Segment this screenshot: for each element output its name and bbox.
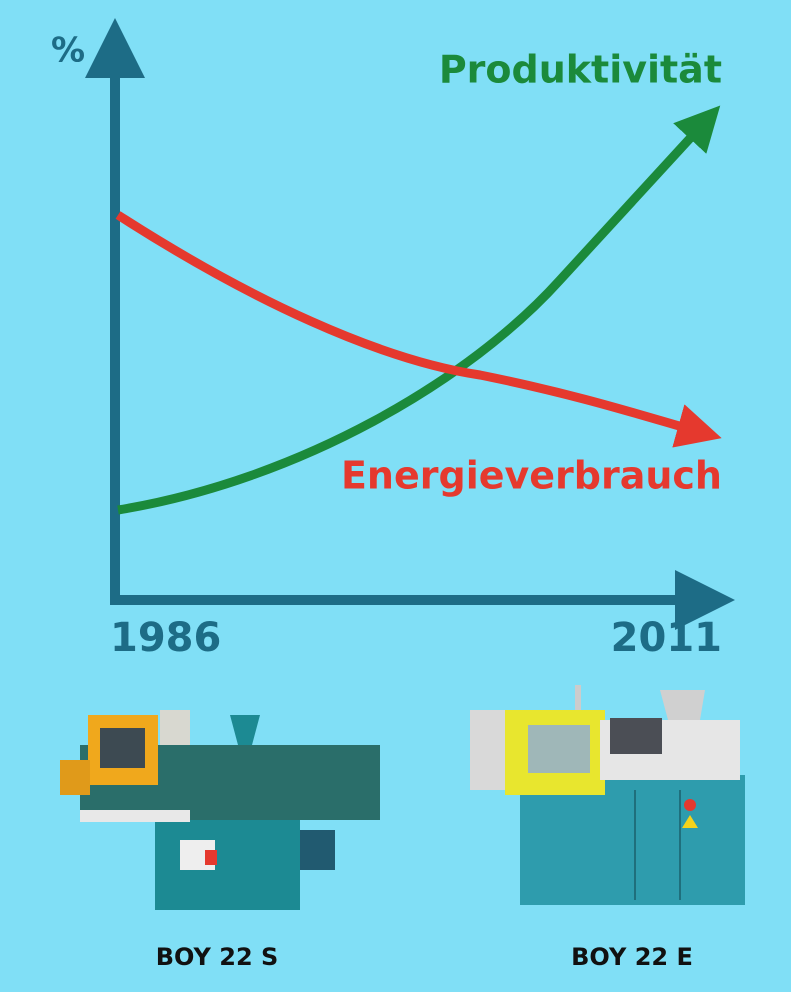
page: {"axis": {"y_label": "%", "x_start": "19… xyxy=(0,0,791,992)
curve-label: Energieverbrauch xyxy=(341,454,722,498)
machine-label: BOY 22 E xyxy=(571,943,693,971)
curve-label: Produktivität xyxy=(439,48,722,92)
y-axis-label: % xyxy=(51,31,85,71)
infographic: % Produktivität Energieverbrauch 1986 20… xyxy=(0,0,791,992)
x-end-label: 2011 xyxy=(611,615,722,661)
machine-label: BOY 22 S xyxy=(156,943,279,971)
x-start-label: 1986 xyxy=(110,615,221,661)
